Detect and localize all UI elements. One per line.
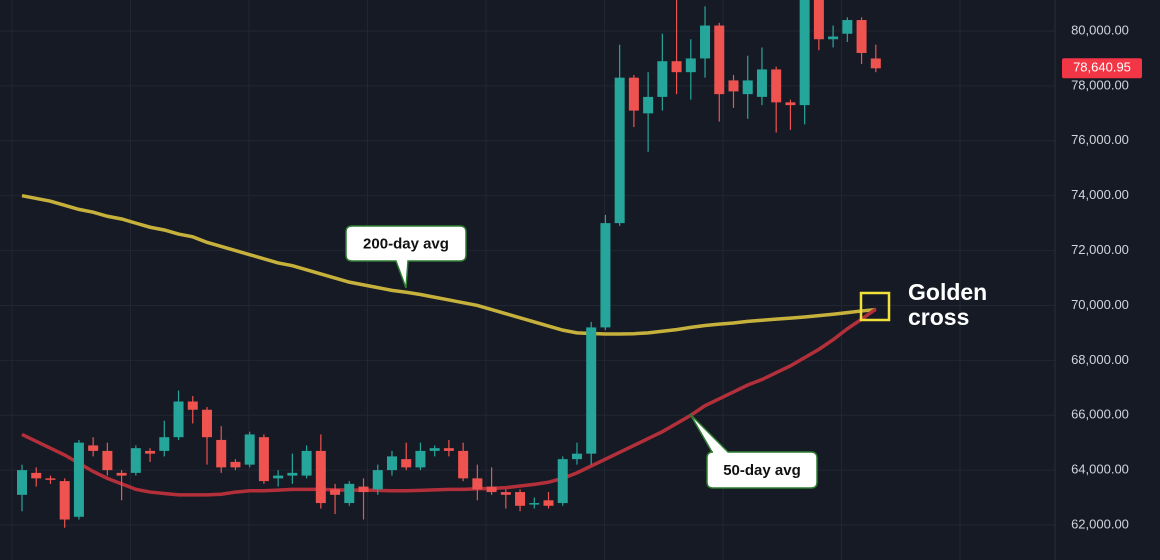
golden-cross-marker: [859, 291, 891, 322]
y-tick-label: 68,000.00: [1071, 352, 1129, 367]
candle-body: [73, 442, 84, 517]
ma-line: [21, 193, 876, 336]
callout-label: 200-day avg: [363, 235, 449, 252]
candle-body: [799, 0, 810, 106]
candle-body: [728, 80, 739, 92]
candle-body: [102, 450, 113, 471]
candle-body: [870, 58, 881, 69]
candle-body: [529, 503, 540, 505]
candle-body: [443, 448, 454, 451]
candle-body: [657, 61, 668, 97]
callout-box: [345, 225, 467, 289]
candle-body: [742, 80, 753, 95]
candle-body: [614, 77, 625, 224]
y-tick-label: 74,000.00: [1071, 187, 1129, 202]
y-tick-label: 70,000.00: [1071, 297, 1129, 312]
annotations: 200-day avg 50-day avg: [345, 225, 891, 489]
candle-body: [643, 96, 654, 114]
candle-body: [31, 472, 42, 479]
candle-body: [628, 77, 639, 111]
candle-body: [756, 69, 767, 97]
candle-body: [201, 409, 212, 438]
candle-body: [315, 450, 326, 504]
candle-body: [386, 456, 397, 471]
candle-body: [685, 58, 696, 73]
candle-body: [472, 478, 483, 490]
candle-body: [173, 401, 184, 438]
candle-body: [88, 445, 99, 451]
candle-body: [515, 492, 526, 506]
candle-body: [187, 401, 198, 410]
candle-body: [458, 450, 469, 479]
last-price-tag: [1062, 58, 1142, 79]
y-tick-label: 80,000.00: [1071, 22, 1129, 37]
candle-body: [145, 450, 156, 454]
grid: [0, 0, 1055, 560]
y-tick-label: 76,000.00: [1071, 132, 1129, 147]
callout-label: 50-day avg: [723, 462, 801, 479]
candle-body: [216, 439, 227, 468]
candle-body: [273, 475, 284, 479]
candle-body: [543, 500, 554, 506]
candle-body: [415, 450, 426, 468]
y-tick-label: 78,000.00: [1071, 77, 1129, 92]
plot-area: [17, 0, 881, 528]
candle-body: [230, 461, 241, 468]
candle-body: [600, 223, 611, 328]
candle-body: [586, 327, 597, 454]
candle-body: [330, 489, 341, 495]
candle-body: [45, 478, 56, 480]
candle-body: [116, 472, 127, 476]
candle-body: [372, 470, 383, 490]
candle-body: [344, 483, 355, 504]
candle-body: [557, 459, 568, 504]
candle-body: [571, 453, 582, 460]
candle-body: [785, 102, 796, 106]
candle-body: [17, 470, 27, 495]
golden-cross-label: Golden cross: [908, 279, 988, 330]
candle-body: [771, 69, 782, 103]
candle-body: [842, 20, 853, 34]
candle-body: [486, 486, 497, 493]
ma-line: [21, 307, 877, 497]
candle-body: [130, 448, 141, 473]
candle-body: [59, 481, 70, 520]
candle-body: [301, 450, 312, 476]
y-tick-label: 66,000.00: [1071, 407, 1129, 422]
candle-body: [358, 486, 369, 493]
candle-body: [429, 448, 440, 451]
candle-body: [714, 25, 725, 95]
y-tick-label: 64,000.00: [1071, 462, 1129, 477]
candle-body: [671, 61, 682, 73]
candle-body: [401, 459, 412, 468]
candle-body: [856, 20, 867, 53]
candle-body: [244, 434, 255, 465]
candle-body: [159, 437, 170, 451]
candle-body: [700, 25, 711, 59]
y-axis: 62,000.00 64,000.00 66,000.00 68,000.00 70,0…: [1062, 22, 1142, 531]
candle-body: [828, 36, 839, 40]
candle-body: [500, 492, 511, 495]
y-tick-label: 62,000.00: [1071, 516, 1129, 531]
y-tick-label: 72,000.00: [1071, 242, 1129, 257]
last-price-label: 78,640.95: [1073, 60, 1131, 75]
callout-box: [689, 413, 818, 489]
candle-body: [287, 472, 298, 476]
candle-body: [813, 0, 824, 40]
candle-body: [258, 437, 269, 482]
